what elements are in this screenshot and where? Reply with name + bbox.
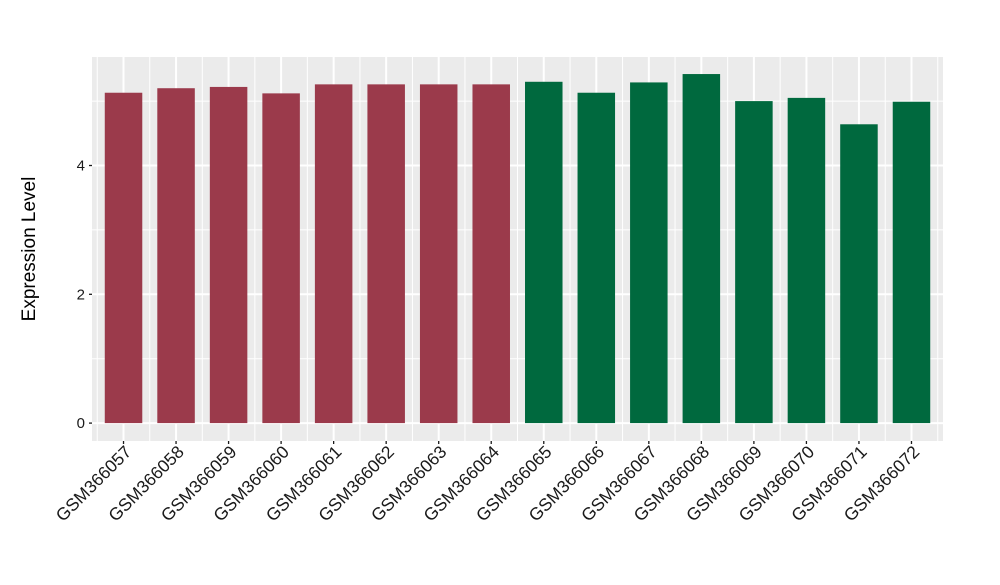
svg-text:4: 4 — [77, 158, 85, 175]
svg-text:0: 0 — [77, 415, 85, 432]
svg-text:2: 2 — [77, 286, 85, 303]
svg-text:Expression Level: Expression Level — [19, 177, 40, 322]
